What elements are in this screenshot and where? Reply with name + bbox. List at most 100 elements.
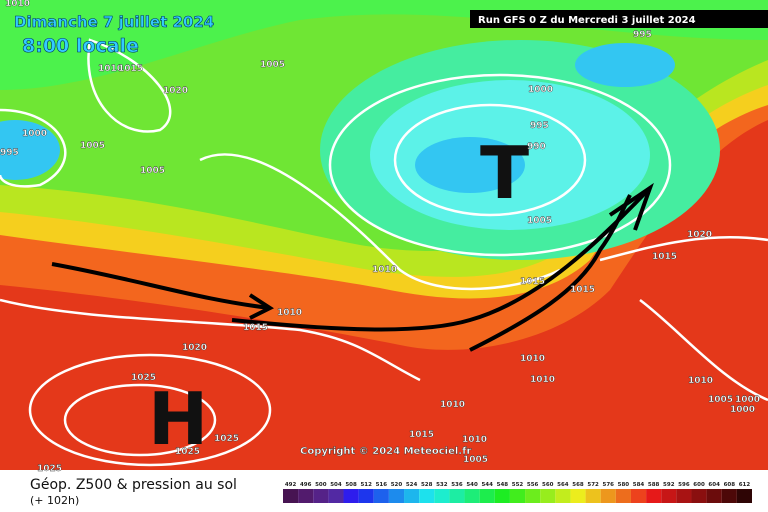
scale-swatch [434, 489, 450, 503]
scale-label: 556 [527, 482, 539, 488]
scale-swatch [630, 489, 647, 503]
isobar-label: 1025 [131, 373, 156, 383]
scale-swatch [540, 489, 556, 503]
low-symbol: T [480, 131, 529, 215]
scale-label: 540 [466, 482, 478, 488]
isobar-label: 1015 [520, 277, 545, 287]
scale-label: 608 [724, 482, 736, 488]
scale-swatch [343, 489, 359, 503]
isobar-label: 1005 [80, 141, 105, 151]
isobar-label: 1000 [735, 395, 760, 405]
scale-swatch [358, 489, 374, 503]
scale-label: 612 [739, 482, 751, 488]
scale-label: 584 [633, 482, 645, 488]
scale-label: 516 [376, 482, 388, 488]
isobar-label: 1020 [182, 343, 207, 353]
isobar-label: 1010 [5, 0, 30, 9]
zone [575, 43, 675, 87]
scale-swatch [328, 489, 344, 503]
isobar-label: 995 [530, 121, 549, 131]
isobar-label: 1010 [520, 354, 545, 364]
isobar-label: 1010 [688, 376, 713, 386]
isobar-label: 1015 [652, 252, 677, 262]
scale-swatch [570, 489, 586, 503]
scale-label: 560 [542, 482, 554, 488]
zone [415, 137, 525, 193]
scale-label: 524 [406, 482, 418, 488]
isobars [0, 38, 768, 467]
scale-label: 568 [572, 482, 584, 488]
run-text: Run GFS 0 Z du Mercredi 3 juillet 2024 [478, 15, 696, 26]
scale-swatch [676, 489, 692, 503]
scale-swatch [373, 489, 389, 503]
scale-label: 548 [497, 482, 509, 488]
scale-label: 592 [663, 482, 675, 488]
scale-swatch [464, 489, 480, 503]
isobar-label: 995 [0, 148, 19, 158]
scale-swatch [646, 489, 662, 503]
scale-swatch [494, 489, 510, 503]
scale-swatch [404, 489, 420, 503]
isobar-label: 1005 [463, 455, 488, 465]
legend-subtitle: (+ 102h) [30, 494, 79, 507]
scale-swatch [283, 489, 299, 503]
isobar-label: 1020 [163, 86, 188, 96]
isobar-label: 1015 [570, 285, 595, 295]
scale-label: 508 [345, 482, 357, 488]
run-banner [470, 10, 768, 28]
scale-label: 572 [587, 482, 599, 488]
zone [0, 120, 60, 180]
scale-swatch [449, 489, 465, 503]
scale-swatch [600, 489, 616, 503]
flow-arrows [51, 182, 654, 352]
isobar-label: 1000 [528, 85, 553, 95]
isobar-label: 1010 [277, 308, 302, 318]
scale-swatch [706, 489, 722, 503]
isobar-label: 1000 [22, 129, 47, 139]
isobar-label: 1010 [372, 265, 397, 275]
scale-swatch [509, 489, 526, 503]
scale-label: 496 [300, 482, 312, 488]
isobar-label: 1025 [175, 447, 200, 457]
scale-label: 600 [693, 482, 705, 488]
isobar-label: 995 [633, 30, 652, 40]
scale-label: 500 [315, 482, 327, 488]
isobar-label: 1000 [730, 405, 755, 415]
isobar-label: 990 [527, 142, 546, 152]
isobar-label: 1005 [708, 395, 733, 405]
scale-swatch [388, 489, 405, 503]
copyright: Copyright © 2024 Meteociel.fr [300, 446, 471, 457]
scale-label: 576 [603, 482, 615, 488]
scale-swatch [525, 489, 541, 503]
scale-swatch [736, 489, 752, 503]
scale-label: 580 [618, 482, 630, 488]
scale-label: 604 [708, 482, 720, 488]
scale-label: 564 [557, 482, 569, 488]
isobar-label: 1010 [530, 375, 555, 385]
time: 8:00 locale [22, 35, 139, 57]
scale-label: 532 [436, 482, 448, 488]
scale-swatch [419, 489, 435, 503]
isobar-label: 1005 [140, 166, 165, 176]
scale-label: 552 [512, 482, 524, 488]
scale-label: 504 [330, 482, 342, 488]
isobar-label: 1025 [214, 434, 239, 444]
isobar-label: 1025 [37, 464, 62, 474]
legend-title: Géop. Z500 & pression au sol [30, 477, 237, 493]
isobar-label: 1015 [118, 64, 143, 74]
isobar-label: 1005 [527, 216, 552, 226]
scale-label: 588 [648, 482, 660, 488]
scale-swatch [298, 489, 314, 503]
scale-swatch [721, 489, 737, 503]
isobar-label: 1015 [243, 323, 268, 333]
scale-label: 528 [421, 482, 433, 488]
scale-swatch [661, 489, 677, 503]
scale-swatch [555, 489, 571, 503]
isobar-label: 1015 [409, 430, 434, 440]
scale-label: 544 [481, 482, 493, 488]
scale-label: 512 [360, 482, 372, 488]
scale-label: 492 [285, 482, 297, 488]
scale-label: 520 [391, 482, 403, 488]
